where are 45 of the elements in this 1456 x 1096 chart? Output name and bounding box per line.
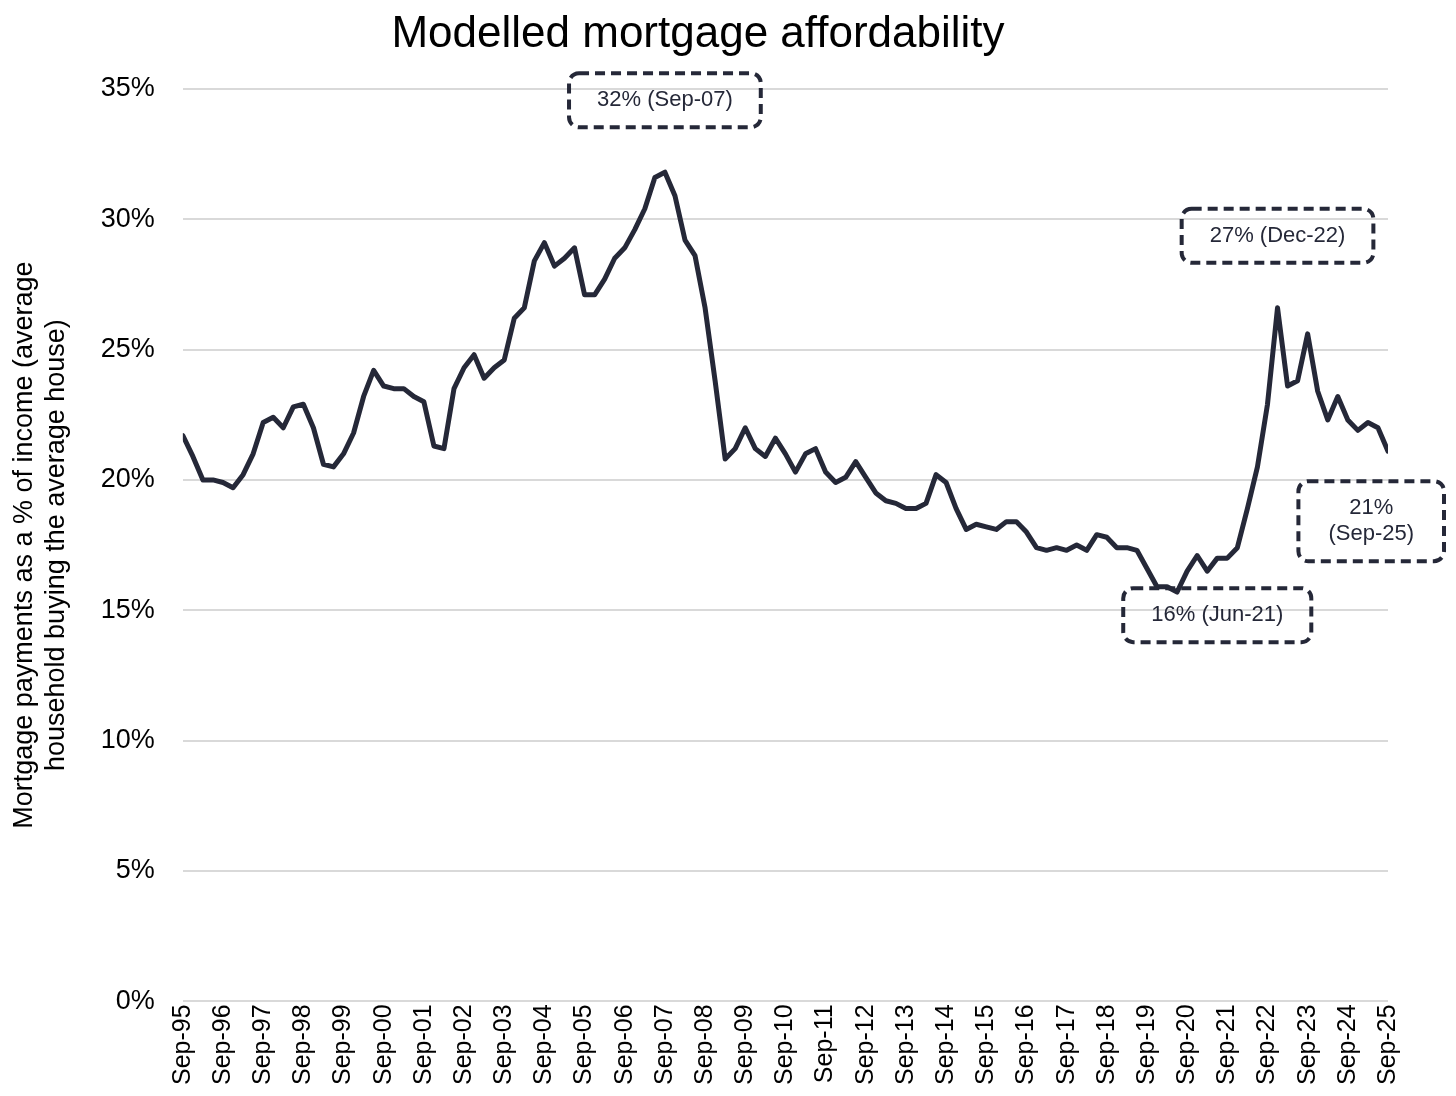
x-tick-label: Sep-23 (1291, 1004, 1320, 1086)
x-tick-label: Sep-14 (930, 1004, 958, 1086)
x-tick-label: Sep-03 (488, 1004, 517, 1086)
annotation: 21% (Sep-25) (1328, 494, 1414, 546)
y-tick-label: 25% (100, 332, 155, 363)
x-tick-label: Sep-20 (1171, 1004, 1200, 1086)
x-tick-label: Sep-24 (1331, 1004, 1360, 1086)
chart-title: Modelled mortgage affordability (391, 6, 1005, 56)
x-tick-label: Sep-15 (970, 1004, 999, 1086)
x-tick-label: Sep-96 (206, 1004, 235, 1086)
x-tick-label: Sep-95 (166, 1004, 195, 1086)
y-tick-label: 5% (115, 854, 155, 885)
x-tick-label: Sep-02 (447, 1004, 476, 1086)
x-tick-label: Sep-97 (247, 1004, 276, 1086)
x-tick-label: Sep-11 (809, 1004, 838, 1084)
y-tick-label: 10% (100, 724, 155, 755)
y-tick-label: 35% (100, 72, 155, 103)
x-tick-label: Sep-19 (1130, 1004, 1159, 1086)
x-tick-label: Sep-01 (407, 1004, 436, 1086)
y-tick-label: 20% (100, 463, 155, 494)
annotation: 32% (Sep-07) (597, 86, 733, 112)
annotation: 27% (Dec-22) (1209, 221, 1346, 247)
y-tick-label: 0% (115, 984, 155, 1015)
x-tick-label: Sep-21 (1211, 1004, 1240, 1086)
y-axis-title: Mortgage payments as a % of income (average household buying the average house) (7, 261, 71, 829)
x-tick-label: Sep-16 (1010, 1004, 1039, 1086)
x-tick-label: Sep-00 (367, 1004, 396, 1086)
x-tick-label: Sep-13 (889, 1004, 918, 1086)
x-tick-label: Sep-04 (528, 1004, 557, 1086)
x-tick-label: Sep-25 (1371, 1004, 1400, 1086)
y-tick-label: 30% (100, 202, 155, 233)
x-tick-label: Sep-98 (287, 1004, 316, 1086)
y-tick-label: 15% (100, 593, 155, 624)
x-tick-label: Sep-08 (688, 1004, 717, 1086)
x-tick-label: Sep-17 (1050, 1004, 1079, 1086)
x-tick-label: Sep-07 (648, 1004, 677, 1086)
x-tick-label: Sep-06 (608, 1004, 637, 1086)
annotation: 16% (Jun-21) (1151, 601, 1284, 627)
x-tick-label: Sep-09 (729, 1004, 758, 1086)
x-tick-label: Sep-22 (1251, 1004, 1280, 1086)
x-tick-label: Sep-18 (1090, 1004, 1119, 1086)
x-tick-label: Sep-99 (327, 1004, 356, 1086)
x-tick-label: Sep-12 (849, 1004, 878, 1086)
x-tick-label: Sep-10 (769, 1004, 798, 1086)
x-tick-label: Sep-05 (568, 1004, 597, 1086)
